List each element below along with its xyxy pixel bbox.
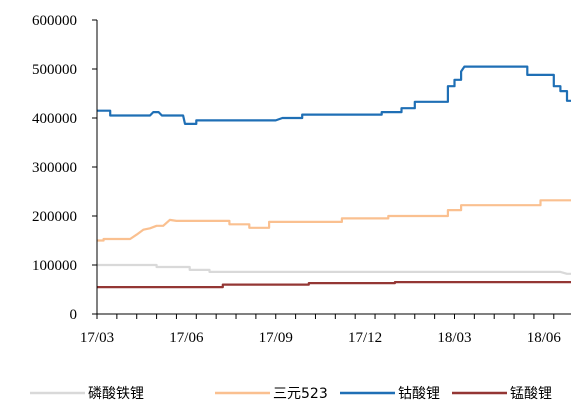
legend-label-1: 三元523 xyxy=(273,386,328,402)
x-axis-ticks: 17/03 17/06 17/09 17/12 18/03 18/06 xyxy=(80,314,562,346)
legend-label-3: 锰酸锂 xyxy=(510,386,552,402)
x-tick-label: 17/03 xyxy=(80,330,114,346)
plot-area xyxy=(97,65,571,289)
y-tick-label: 200000 xyxy=(32,209,77,225)
y-tick-label: 500000 xyxy=(32,62,77,78)
x-tick-label: 17/06 xyxy=(169,330,204,346)
legend-label-0: 磷酸铁锂 xyxy=(88,386,144,402)
x-tick-label: 18/06 xyxy=(527,330,562,346)
series-line-3 xyxy=(97,281,571,289)
y-tick-label: 300000 xyxy=(32,160,77,176)
x-tick-label: 18/03 xyxy=(437,330,471,346)
x-tick-label: 17/09 xyxy=(259,330,293,346)
y-axis-ticks: 0 100000 200000 300000 400000 500000 600000 xyxy=(32,13,97,323)
series-line-0 xyxy=(97,263,571,275)
series-line-1 xyxy=(97,199,571,242)
series-line-2 xyxy=(97,65,571,126)
y-tick-label: 100000 xyxy=(32,258,77,274)
y-tick-label: 600000 xyxy=(32,13,77,29)
legend-label-2: 钴酸锂 xyxy=(398,386,440,402)
y-tick-label: 400000 xyxy=(32,111,77,127)
legend: 磷酸铁锂 三元523 钴酸锂 锰酸锂 xyxy=(30,386,552,402)
y-tick-label: 0 xyxy=(70,307,78,323)
x-tick-label: 17/12 xyxy=(348,330,382,346)
